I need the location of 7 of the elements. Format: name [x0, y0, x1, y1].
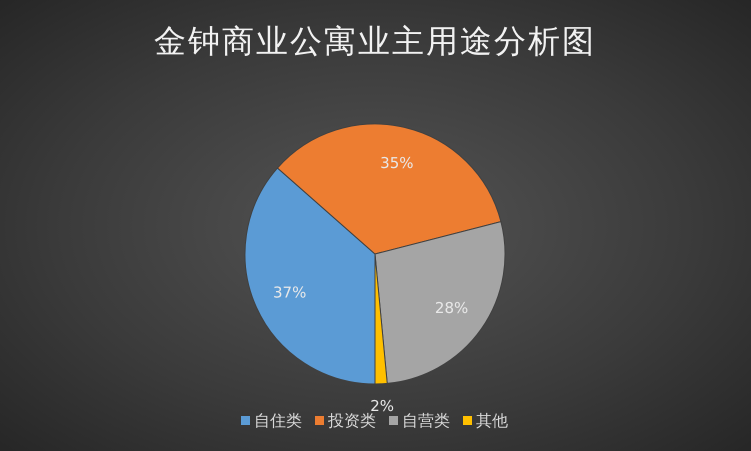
data-label: 37%: [273, 284, 306, 302]
legend-label: 其他: [476, 411, 508, 430]
chart-title: 金钟商业公寓业主用途分析图: [154, 22, 596, 60]
data-label: 35%: [380, 154, 414, 172]
slice-label: 自住类: [254, 411, 302, 430]
legend-label: 自营类: [402, 411, 450, 430]
data-label: 28%: [434, 298, 468, 317]
